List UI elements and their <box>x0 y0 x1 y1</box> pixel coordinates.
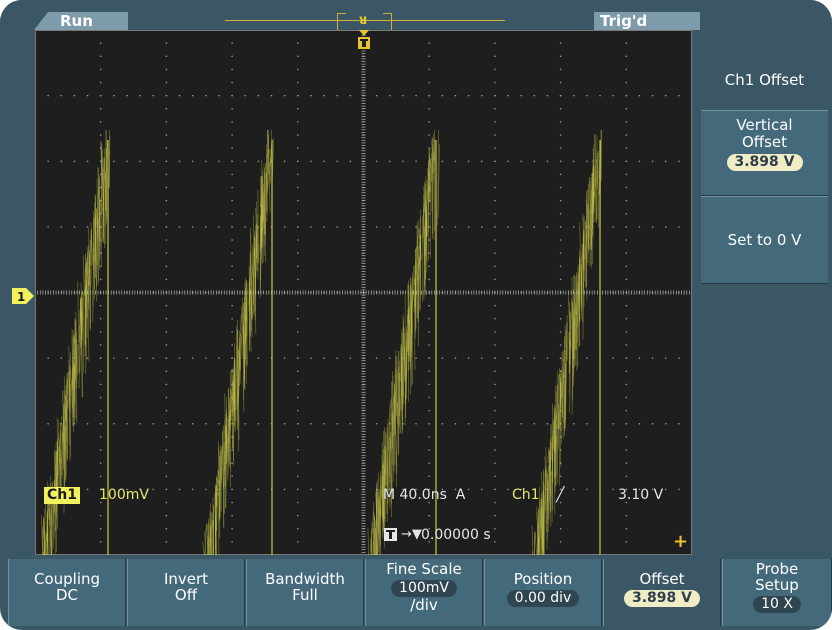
fine-scale-button[interactable]: Fine Scale 100mV /div <box>365 559 483 626</box>
fine-scale-value: 100mV <box>391 580 457 597</box>
coupling-value: DC <box>55 586 79 604</box>
fine-scale-unit: /div <box>410 596 438 614</box>
side-menu-empty-area <box>701 284 828 555</box>
record-length-bar <box>225 20 505 21</box>
coupling-button[interactable]: Coupling DC <box>8 559 126 626</box>
vertical-offset-label-2: Offset <box>741 133 788 151</box>
acquisition-status-label: Run <box>60 12 93 30</box>
trigger-status-label: Trig'd <box>600 12 648 30</box>
vertical-offset-value: 3.898 V <box>726 154 803 171</box>
delay-arrow-icon: →▼ <box>401 527 422 542</box>
probe-setup-label-2: Setup <box>755 576 799 594</box>
ch1-vertical-scale: 100mV <box>99 487 149 503</box>
invert-label: Invert <box>163 570 209 588</box>
trigger-level: 3.10 V <box>618 487 664 503</box>
record-view-bracket-left <box>337 13 346 31</box>
bottom-menu: Coupling DC Invert Off Bandwidth Full Fi… <box>0 555 832 630</box>
ch1-ground-marker-icon[interactable]: 1 <box>12 288 34 304</box>
coupling-label: Coupling <box>33 570 101 588</box>
waveform-cycle <box>531 129 603 555</box>
trigger-delay-icon <box>384 528 397 541</box>
bandwidth-button[interactable]: Bandwidth Full <box>246 559 364 626</box>
offset-label: Offset <box>639 570 685 588</box>
probe-attenuation-value: 10 X <box>753 596 801 613</box>
vertical-offset-label-1: Vertical <box>736 116 793 134</box>
graticule-grid <box>35 30 692 555</box>
record-view-bracket-right <box>383 13 392 31</box>
offset-button[interactable]: Offset 3.898 V <box>603 559 721 626</box>
probe-setup-label-1: Probe <box>755 560 799 578</box>
expansion-point-icon: + <box>673 531 689 552</box>
side-menu: Ch1 Offset Vertical Offset 3.898 V Set t… <box>697 30 832 555</box>
set-to-zero-button[interactable]: Set to 0 V <box>701 196 828 284</box>
record-trigger-icon: ᴚ <box>358 13 368 28</box>
side-menu-title: Ch1 Offset <box>697 50 832 110</box>
bandwidth-value: Full <box>292 586 318 604</box>
set-to-zero-label: Set to 0 V <box>727 231 802 249</box>
bandwidth-label: Bandwidth <box>265 570 345 588</box>
trigger-position-icon[interactable] <box>357 30 371 64</box>
probe-setup-button[interactable]: Probe Setup 10 X <box>722 559 832 626</box>
status-bar: Run ᴚ Trig'd <box>0 0 832 31</box>
offset-value: 3.898 V <box>624 590 700 607</box>
waveform-cycle <box>367 129 440 555</box>
ch1-readout-label: Ch1 <box>44 487 80 504</box>
svg-text:1: 1 <box>17 290 25 304</box>
trigger-slope-icon: ╱ <box>556 487 565 503</box>
position-value: 0.00 div <box>506 590 580 607</box>
fine-scale-label: Fine Scale <box>386 560 462 578</box>
trigger-delay-value: 0.00000 s <box>421 527 491 543</box>
position-button[interactable]: Position 0.00 div <box>484 559 602 626</box>
trigger-source: Ch1 <box>512 487 540 503</box>
invert-value: Off <box>174 586 198 604</box>
trigger-status: Trig'd <box>594 12 700 30</box>
invert-button[interactable]: Invert Off <box>127 559 245 626</box>
position-label: Position <box>513 570 573 588</box>
timebase-readout: M 40.0ns A <box>383 487 466 503</box>
waveform-cycle <box>202 129 275 555</box>
vertical-offset-button[interactable]: Vertical Offset 3.898 V <box>701 110 828 196</box>
acquisition-status: Run <box>34 12 128 30</box>
graticule[interactable]: 1 Ch1 100mV M 40.0ns A Ch1 ╱ 3.10 V →▼ 0… <box>12 30 692 555</box>
